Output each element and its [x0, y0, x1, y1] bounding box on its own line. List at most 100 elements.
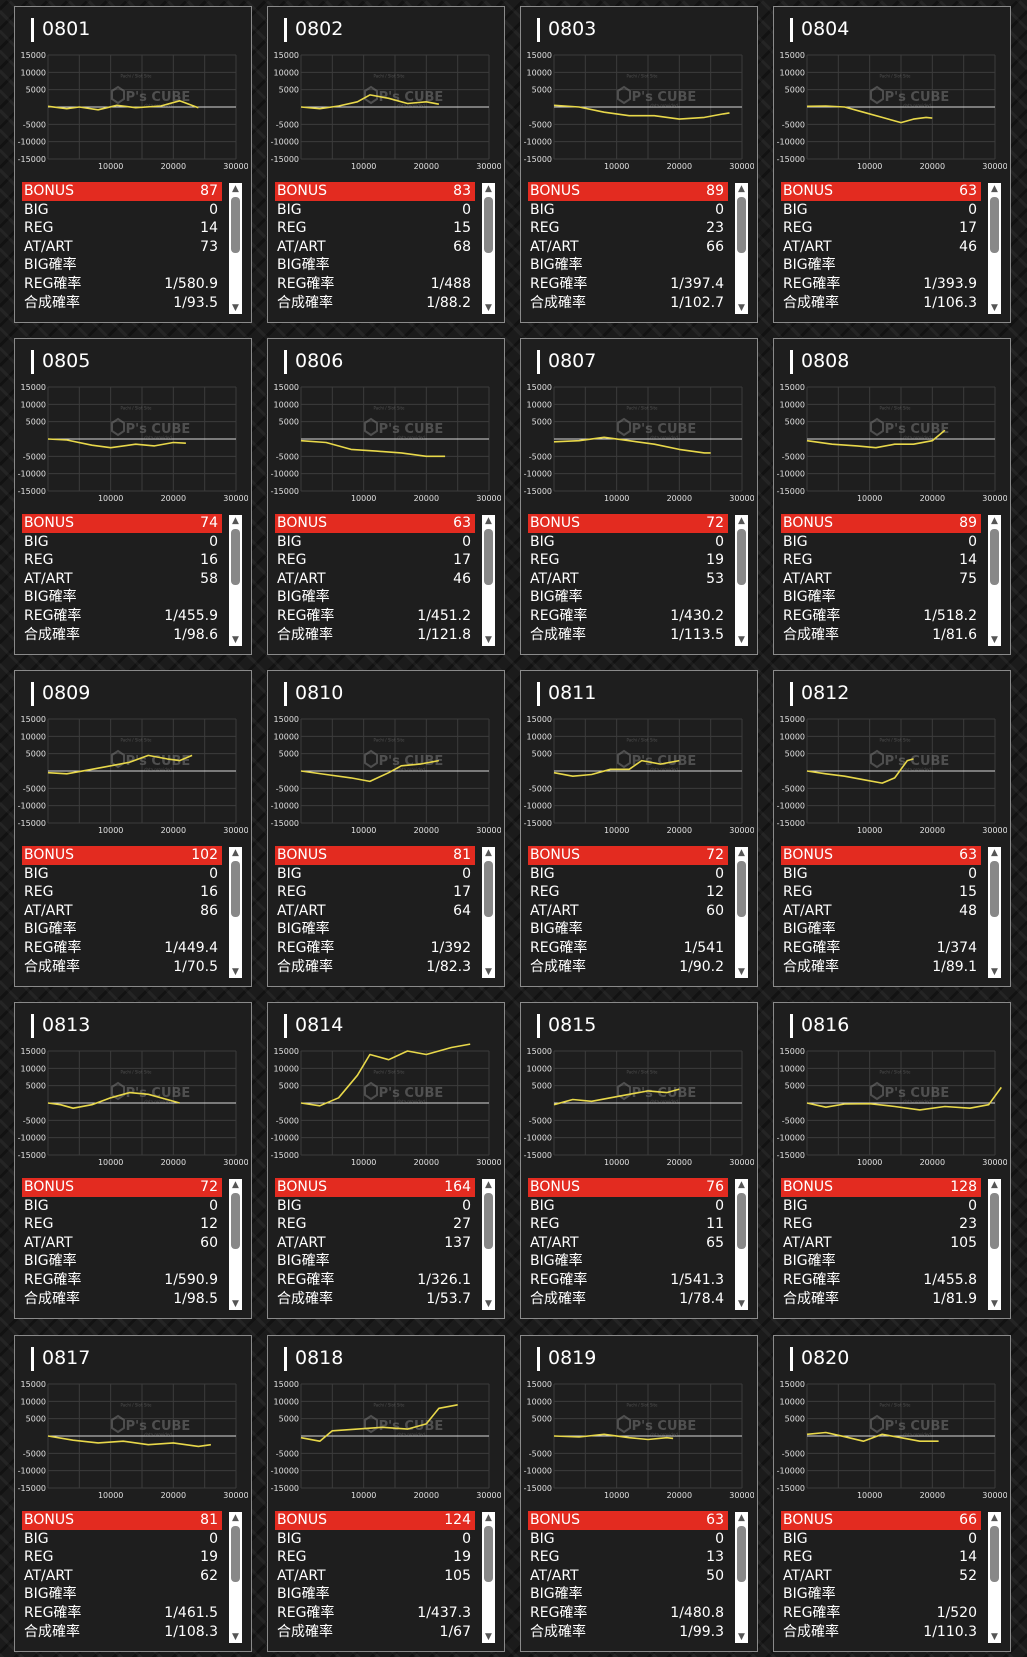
- stats-scrollbar[interactable]: ▲ ▼: [988, 515, 1001, 646]
- scroll-up-icon[interactable]: ▲: [232, 1180, 239, 1190]
- scroll-up-icon[interactable]: ▲: [485, 184, 492, 194]
- scroll-down-icon[interactable]: ▼: [232, 1299, 239, 1309]
- scroll-thumb[interactable]: [737, 1526, 746, 1582]
- stats-scrollbar[interactable]: ▲ ▼: [735, 515, 748, 646]
- machine-card-0810[interactable]: 0810 Pachi / Slot Site P's CUBE data provi…: [267, 670, 505, 987]
- scroll-down-icon[interactable]: ▼: [232, 967, 239, 977]
- machine-card-0802[interactable]: 0802 Pachi / Slot Site P's CUBE data provi…: [267, 6, 505, 323]
- scroll-down-icon[interactable]: ▼: [991, 1632, 998, 1642]
- scroll-up-icon[interactable]: ▲: [991, 184, 998, 194]
- scroll-thumb[interactable]: [231, 197, 240, 253]
- machine-card-0816[interactable]: 0816 Pachi / Slot Site P's CUBE data provi…: [773, 1002, 1011, 1319]
- scroll-up-icon[interactable]: ▲: [991, 848, 998, 858]
- scroll-thumb[interactable]: [990, 1193, 999, 1249]
- stats-scrollbar[interactable]: ▲ ▼: [988, 847, 1001, 978]
- scroll-down-icon[interactable]: ▼: [738, 967, 745, 977]
- scroll-up-icon[interactable]: ▲: [232, 516, 239, 526]
- stats-scrollbar[interactable]: ▲ ▼: [229, 847, 242, 978]
- stats-scrollbar[interactable]: ▲ ▼: [229, 515, 242, 646]
- scroll-down-icon[interactable]: ▼: [485, 303, 492, 313]
- scroll-up-icon[interactable]: ▲: [738, 1180, 745, 1190]
- machine-card-0805[interactable]: 0805 Pachi / Slot Site P's CUBE data provi…: [14, 338, 252, 655]
- scroll-down-icon[interactable]: ▼: [991, 1299, 998, 1309]
- machine-card-0804[interactable]: 0804 Pachi / Slot Site P's CUBE data provi…: [773, 6, 1011, 323]
- scroll-up-icon[interactable]: ▲: [738, 184, 745, 194]
- machine-card-0814[interactable]: 0814 Pachi / Slot Site P's CUBE data provi…: [267, 1002, 505, 1319]
- stats-scrollbar[interactable]: ▲ ▼: [735, 847, 748, 978]
- scroll-thumb[interactable]: [737, 861, 746, 917]
- stats-scrollbar[interactable]: ▲ ▼: [735, 183, 748, 314]
- machine-card-0818[interactable]: 0818 Pachi / Slot Site P's CUBE data provi…: [267, 1335, 505, 1652]
- scroll-up-icon[interactable]: ▲: [738, 516, 745, 526]
- scroll-up-icon[interactable]: ▲: [485, 1180, 492, 1190]
- machine-card-0813[interactable]: 0813 Pachi / Slot Site P's CUBE data provi…: [14, 1002, 252, 1319]
- machine-card-0820[interactable]: 0820 Pachi / Slot Site P's CUBE data provi…: [773, 1335, 1011, 1652]
- scroll-down-icon[interactable]: ▼: [485, 1299, 492, 1309]
- machine-card-0809[interactable]: 0809 Pachi / Slot Site P's CUBE data provi…: [14, 670, 252, 987]
- scroll-up-icon[interactable]: ▲: [738, 1513, 745, 1523]
- machine-card-0801[interactable]: 0801 Pachi / Slot Site P's CUBE data provi…: [14, 6, 252, 323]
- scroll-thumb[interactable]: [990, 861, 999, 917]
- scroll-up-icon[interactable]: ▲: [738, 848, 745, 858]
- machine-card-0819[interactable]: 0819 Pachi / Slot Site P's CUBE data provi…: [520, 1335, 758, 1652]
- scroll-down-icon[interactable]: ▼: [232, 1632, 239, 1642]
- scroll-down-icon[interactable]: ▼: [738, 1632, 745, 1642]
- scroll-thumb[interactable]: [484, 529, 493, 585]
- scroll-down-icon[interactable]: ▼: [738, 303, 745, 313]
- scroll-thumb[interactable]: [231, 1193, 240, 1249]
- scroll-up-icon[interactable]: ▲: [991, 1513, 998, 1523]
- machine-card-0815[interactable]: 0815 Pachi / Slot Site P's CUBE data provi…: [520, 1002, 758, 1319]
- scroll-down-icon[interactable]: ▼: [738, 635, 745, 645]
- scroll-thumb[interactable]: [990, 197, 999, 253]
- scroll-down-icon[interactable]: ▼: [485, 635, 492, 645]
- machine-card-0811[interactable]: 0811 Pachi / Slot Site P's CUBE data provi…: [520, 670, 758, 987]
- scroll-thumb[interactable]: [737, 529, 746, 585]
- scroll-down-icon[interactable]: ▼: [485, 967, 492, 977]
- scroll-thumb[interactable]: [990, 1526, 999, 1582]
- scroll-up-icon[interactable]: ▲: [232, 848, 239, 858]
- scroll-thumb[interactable]: [737, 197, 746, 253]
- scroll-down-icon[interactable]: ▼: [991, 967, 998, 977]
- scroll-up-icon[interactable]: ▲: [485, 516, 492, 526]
- scroll-thumb[interactable]: [484, 861, 493, 917]
- stats-scrollbar[interactable]: ▲ ▼: [988, 1179, 1001, 1310]
- scroll-thumb[interactable]: [231, 1526, 240, 1582]
- scroll-thumb[interactable]: [484, 1193, 493, 1249]
- stats-scrollbar[interactable]: ▲ ▼: [229, 183, 242, 314]
- machine-card-0807[interactable]: 0807 Pachi / Slot Site P's CUBE data provi…: [520, 338, 758, 655]
- stats-scrollbar[interactable]: ▲ ▼: [735, 1179, 748, 1310]
- scroll-thumb[interactable]: [484, 1526, 493, 1582]
- stats-scrollbar[interactable]: ▲ ▼: [482, 1512, 495, 1643]
- scroll-up-icon[interactable]: ▲: [232, 1513, 239, 1523]
- stats-scrollbar[interactable]: ▲ ▼: [482, 183, 495, 314]
- scroll-up-icon[interactable]: ▲: [485, 848, 492, 858]
- scroll-down-icon[interactable]: ▼: [991, 635, 998, 645]
- scroll-thumb[interactable]: [990, 529, 999, 585]
- stats-scrollbar[interactable]: ▲ ▼: [482, 847, 495, 978]
- machine-card-0817[interactable]: 0817 Pachi / Slot Site P's CUBE data provi…: [14, 1335, 252, 1652]
- scroll-up-icon[interactable]: ▲: [232, 184, 239, 194]
- scroll-down-icon[interactable]: ▼: [738, 1299, 745, 1309]
- machine-card-0812[interactable]: 0812 Pachi / Slot Site P's CUBE data provi…: [773, 670, 1011, 987]
- stats-scrollbar[interactable]: ▲ ▼: [482, 515, 495, 646]
- machine-card-0806[interactable]: 0806 Pachi / Slot Site P's CUBE data provi…: [267, 338, 505, 655]
- stats-scrollbar[interactable]: ▲ ▼: [735, 1512, 748, 1643]
- stats-scrollbar[interactable]: ▲ ▼: [988, 183, 1001, 314]
- scroll-down-icon[interactable]: ▼: [232, 635, 239, 645]
- scroll-up-icon[interactable]: ▲: [991, 516, 998, 526]
- scroll-down-icon[interactable]: ▼: [232, 303, 239, 313]
- scroll-down-icon[interactable]: ▼: [485, 1632, 492, 1642]
- machine-card-0808[interactable]: 0808 Pachi / Slot Site P's CUBE data provi…: [773, 338, 1011, 655]
- stats-scrollbar[interactable]: ▲ ▼: [229, 1512, 242, 1643]
- scroll-thumb[interactable]: [737, 1193, 746, 1249]
- scroll-up-icon[interactable]: ▲: [485, 1513, 492, 1523]
- stats-scrollbar[interactable]: ▲ ▼: [229, 1179, 242, 1310]
- stats-scrollbar[interactable]: ▲ ▼: [482, 1179, 495, 1310]
- machine-card-0803[interactable]: 0803 Pachi / Slot Site P's CUBE data provi…: [520, 6, 758, 323]
- scroll-thumb[interactable]: [231, 861, 240, 917]
- scroll-up-icon[interactable]: ▲: [991, 1180, 998, 1190]
- scroll-down-icon[interactable]: ▼: [991, 303, 998, 313]
- stats-scrollbar[interactable]: ▲ ▼: [988, 1512, 1001, 1643]
- scroll-thumb[interactable]: [231, 529, 240, 585]
- scroll-thumb[interactable]: [484, 197, 493, 253]
